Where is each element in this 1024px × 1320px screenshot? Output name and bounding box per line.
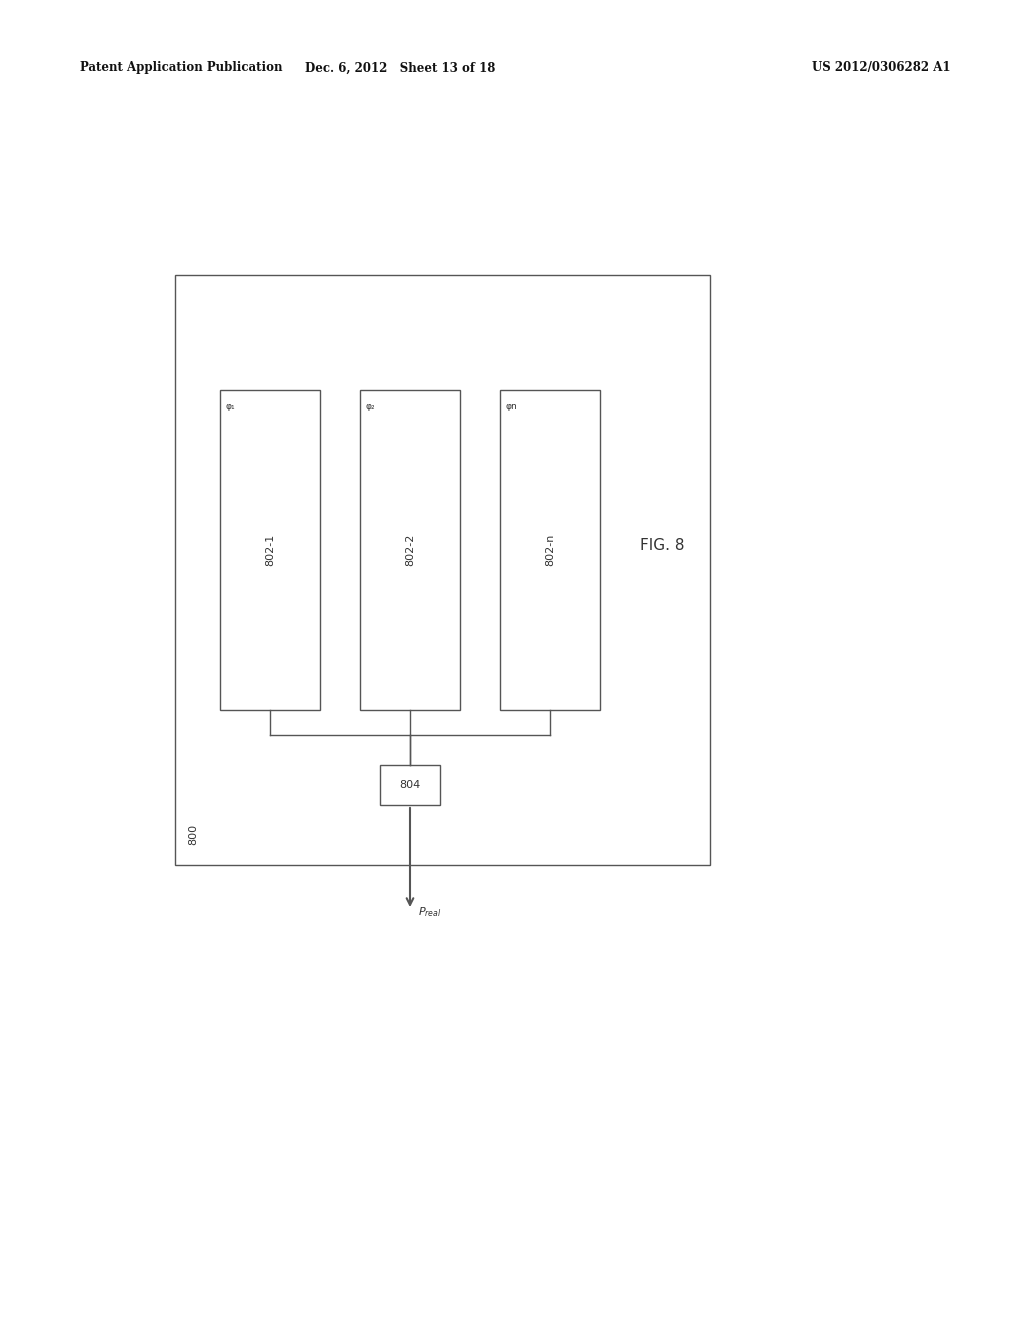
Text: φ₂: φ₂ <box>365 403 375 411</box>
Text: US 2012/0306282 A1: US 2012/0306282 A1 <box>811 62 950 74</box>
Text: 802-1: 802-1 <box>265 533 275 566</box>
Bar <box>360 389 460 710</box>
Text: φn: φn <box>505 403 517 411</box>
Text: 804: 804 <box>399 780 421 789</box>
Text: 802-2: 802-2 <box>406 533 415 566</box>
Bar <box>380 766 440 805</box>
Text: Patent Application Publication: Patent Application Publication <box>80 62 283 74</box>
Text: FIG. 8: FIG. 8 <box>640 537 684 553</box>
Bar <box>500 389 600 710</box>
Text: 802-n: 802-n <box>545 533 555 566</box>
Bar <box>220 389 319 710</box>
Bar <box>175 275 710 865</box>
Text: φ₁: φ₁ <box>225 403 234 411</box>
Text: Dec. 6, 2012   Sheet 13 of 18: Dec. 6, 2012 Sheet 13 of 18 <box>305 62 496 74</box>
Text: 800: 800 <box>188 824 198 845</box>
Text: $P_{real}$: $P_{real}$ <box>418 906 441 919</box>
